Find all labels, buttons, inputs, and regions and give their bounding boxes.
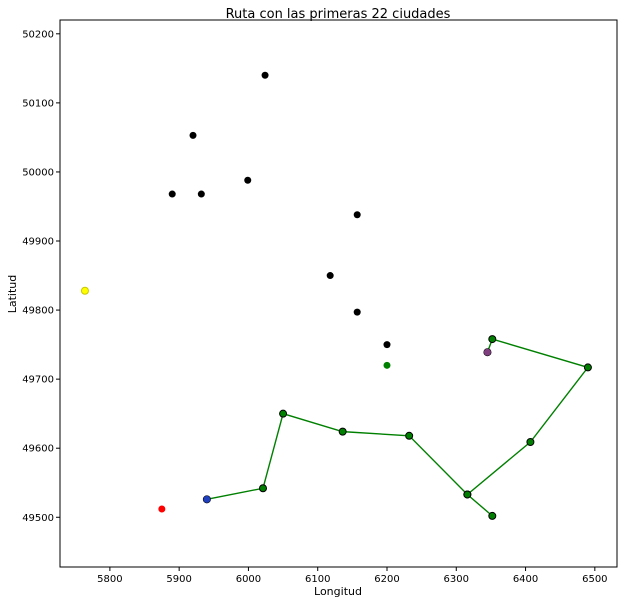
route-line: [206, 338, 590, 517]
route-point: [463, 490, 472, 499]
y-axis-label: Latitud: [6, 275, 19, 314]
city-point: [168, 190, 176, 198]
route-point: [405, 431, 414, 440]
x-axis: 5800 5900 6000 6100 6200 6300 6400 6500: [97, 567, 608, 585]
y-tick-label: 49900: [22, 237, 54, 248]
route-point: [526, 437, 535, 446]
x-tick-label: 6400: [513, 574, 538, 585]
x-axis-label: Longitud: [314, 585, 362, 598]
point-start: [203, 495, 211, 503]
point-red: [158, 505, 166, 513]
y-tick-label: 50000: [22, 167, 54, 178]
x-tick-label: 6200: [374, 574, 399, 585]
point-current: [483, 348, 491, 356]
city-point: [383, 341, 391, 349]
y-tick-label: 50100: [22, 98, 54, 109]
points-layer: [80, 71, 592, 520]
city-point: [353, 308, 361, 316]
x-tick-label: 5900: [166, 574, 191, 585]
city-point: [261, 71, 269, 79]
y-tick-label: 49600: [22, 444, 54, 455]
city-point: [244, 176, 252, 184]
x-tick-label: 6500: [582, 574, 607, 585]
city-point: [189, 131, 197, 139]
x-tick-label: 6100: [305, 574, 330, 585]
x-tick-label: 5800: [97, 574, 122, 585]
route-point: [488, 511, 497, 520]
route-layer: [206, 338, 590, 517]
route-point: [488, 335, 497, 344]
city-point: [326, 272, 334, 280]
chart-title: Ruta con las primeras 22 ciudades: [226, 7, 451, 22]
point-next: [383, 361, 391, 369]
x-tick-label: 6300: [444, 574, 469, 585]
y-tick-label: 50200: [22, 29, 54, 40]
city-point: [353, 211, 361, 219]
route-point: [338, 427, 347, 436]
route-point: [583, 363, 592, 372]
city-point: [197, 190, 205, 198]
y-axis: 49500 49600 49700 49800 49900 50000 50100 50200: [22, 29, 60, 524]
y-tick-label: 49800: [22, 306, 54, 317]
y-tick-label: 49500: [22, 513, 54, 524]
point-yellow: [80, 286, 89, 295]
x-tick-label: 6000: [236, 574, 261, 585]
y-tick-label: 49700: [22, 375, 54, 386]
route-point: [258, 484, 267, 493]
plot-area: [59, 19, 618, 568]
route-point: [279, 409, 288, 418]
